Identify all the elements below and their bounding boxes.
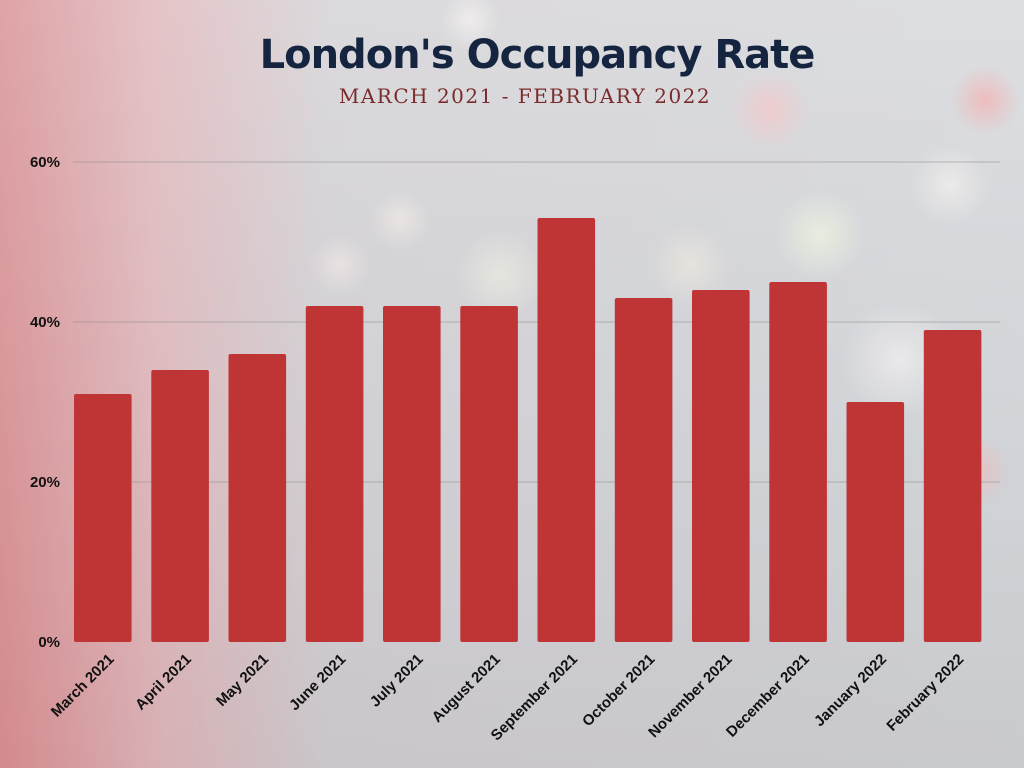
bar <box>74 394 132 642</box>
chart-title: London's Occupancy Rate <box>260 32 815 78</box>
bar <box>769 282 827 642</box>
bar <box>228 354 287 642</box>
bar <box>692 290 750 642</box>
x-axis-ticks: March 2021 April 2021 May 2021 June 2021 Jul… <box>48 651 968 744</box>
bars <box>74 218 982 642</box>
x-tick-label: July 2021 <box>367 651 427 711</box>
bar <box>923 330 982 642</box>
y-tick-label: 40% <box>30 314 60 331</box>
x-tick-label: August 2021 <box>429 651 504 726</box>
y-tick-label: 20% <box>30 474 60 491</box>
x-tick-label: January 2022 <box>811 651 890 730</box>
x-tick-label: October 2021 <box>579 651 658 730</box>
x-tick-label: May 2021 <box>213 651 272 710</box>
gridlines <box>73 161 1000 483</box>
bar <box>460 306 518 642</box>
bar <box>305 306 364 642</box>
x-tick-label: February 2022 <box>883 651 967 735</box>
x-tick-label: December 2021 <box>723 651 813 741</box>
bar <box>383 306 441 642</box>
bar <box>151 370 209 642</box>
y-axis-ticks: 0% 20% 40% 60% <box>30 154 60 651</box>
y-tick-label: 0% <box>38 634 60 651</box>
x-tick-label: June 2021 <box>286 651 349 714</box>
bar <box>846 402 905 642</box>
chart-subtitle: MARCH 2021 - FEBRUARY 2022 <box>339 84 711 108</box>
x-tick-label: March 2021 <box>48 651 118 721</box>
bar <box>537 218 596 642</box>
x-tick-label: November 2021 <box>645 651 735 741</box>
x-tick-label: April 2021 <box>132 651 195 714</box>
bar <box>614 298 673 642</box>
y-tick-label: 60% <box>30 154 60 171</box>
